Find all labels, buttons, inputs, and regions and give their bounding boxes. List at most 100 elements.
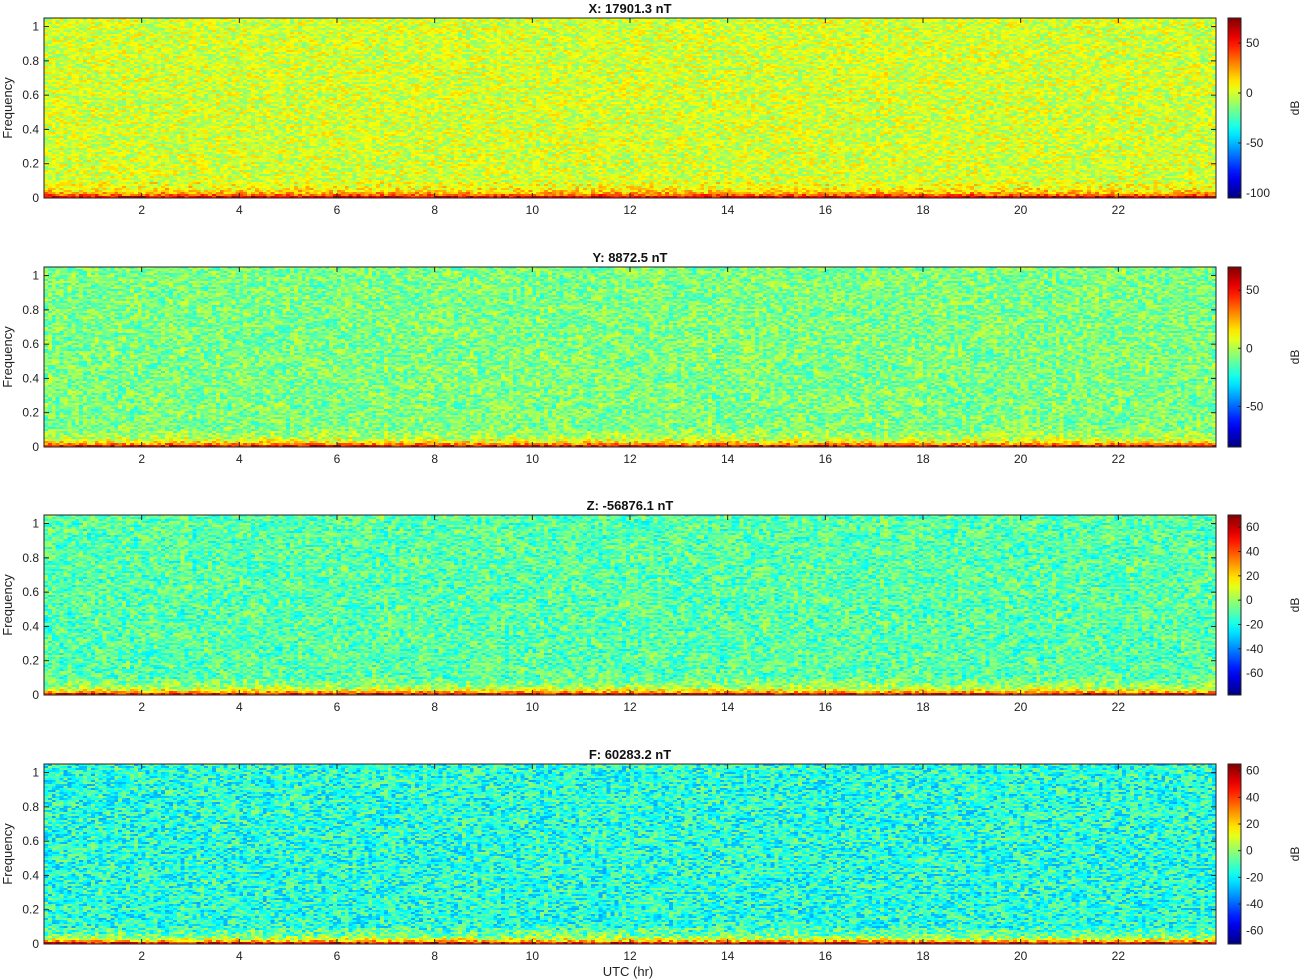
x-tick-label: 18: [916, 949, 930, 963]
panel-3: F: 60283.2 nT 2 4 6 8 10 12 14 16 18 20 22 0 0.2 0.4 0.…: [0, 747, 1302, 963]
colorbar: [1227, 266, 1242, 448]
x-tick-label: 22: [1112, 452, 1126, 466]
x-tick-label: 2: [138, 949, 145, 963]
colorbar-label: dB: [1288, 847, 1302, 862]
x-tick-label: 6: [334, 949, 341, 963]
colorbar-tick-label: -20: [1246, 870, 1264, 884]
x-tick-label: 16: [819, 452, 833, 466]
x-tick-label: 14: [721, 203, 735, 217]
colorbar-tick-label: -40: [1246, 897, 1264, 911]
x-tick-label: 8: [431, 949, 438, 963]
x-tick-label: 4: [236, 452, 243, 466]
x-tick-label: 6: [334, 203, 341, 217]
spectrogram-image: [44, 764, 1216, 944]
y-tick-label: 0.2: [22, 406, 39, 420]
spectrogram-image: [44, 267, 1216, 447]
x-tick-label: 10: [526, 203, 540, 217]
y-tick-label: 0.6: [22, 585, 39, 599]
y-axis-label: Frequency: [0, 326, 15, 388]
x-tick-label: 4: [236, 700, 243, 714]
colorbar-tick-label: 50: [1246, 283, 1260, 297]
x-tick-label: 18: [916, 700, 930, 714]
colorbar-tick-label: -20: [1246, 617, 1264, 631]
y-tick-label: 0.8: [22, 551, 39, 565]
x-tick-label: 16: [819, 700, 833, 714]
x-tick-label: 10: [526, 700, 540, 714]
x-tick-label: 8: [431, 452, 438, 466]
x-tick-label: 14: [721, 452, 735, 466]
spectrogram-image: [44, 515, 1216, 695]
y-tick-label: 0: [32, 191, 39, 205]
x-axis-label: UTC (hr): [603, 964, 654, 979]
x-tick-label: 2: [138, 700, 145, 714]
y-tick-label: 0.8: [22, 54, 39, 68]
y-tick-label: 1: [32, 20, 39, 34]
colorbar-tick-label: 0: [1246, 844, 1253, 858]
x-tick-label: 22: [1112, 949, 1126, 963]
y-tick-label: 0.2: [22, 157, 39, 171]
colorbar-tick-label: -60: [1246, 666, 1264, 680]
y-tick-label: 0.8: [22, 303, 39, 317]
panel-title: Y: 8872.5 nT: [593, 250, 668, 265]
y-tick-label: 0.6: [22, 337, 39, 351]
y-axis-label: Frequency: [0, 823, 15, 885]
x-tick-label: 14: [721, 949, 735, 963]
y-axis-label: Frequency: [0, 574, 15, 636]
colorbar-tick-label: 0: [1246, 341, 1253, 355]
x-tick-label: 22: [1112, 700, 1126, 714]
x-tick-label: 20: [1014, 452, 1028, 466]
colorbar-tick-label: -40: [1246, 642, 1264, 656]
colorbar-tick-label: 40: [1246, 544, 1260, 558]
y-tick-label: 0.2: [22, 654, 39, 668]
colorbar-tick-label: 60: [1246, 764, 1260, 778]
x-tick-label: 22: [1112, 203, 1126, 217]
x-tick-label: 20: [1014, 700, 1028, 714]
colorbar-label: dB: [1288, 598, 1302, 613]
spectrogram-image: [44, 18, 1216, 198]
x-tick-label: 16: [819, 203, 833, 217]
x-tick-label: 12: [623, 949, 637, 963]
x-tick-label: 18: [916, 452, 930, 466]
y-tick-label: 0.6: [22, 834, 39, 848]
colorbar-tick-label: -50: [1246, 399, 1264, 413]
colorbar-tick-label: -100: [1246, 186, 1270, 200]
y-tick-label: 0.4: [22, 868, 39, 882]
colorbar-label: dB: [1288, 350, 1302, 365]
x-tick-label: 6: [334, 700, 341, 714]
colorbar-tick-label: 20: [1246, 817, 1260, 831]
x-tick-label: 16: [819, 949, 833, 963]
y-tick-label: 0.4: [22, 619, 39, 633]
x-tick-label: 2: [138, 203, 145, 217]
colorbar-tick-label: 50: [1246, 36, 1260, 50]
panel-0: X: 17901.3 nT2 4 6 8 10 12 14 16 18 20 2200.20.40.…: [0, 1, 1302, 217]
x-tick-label: 12: [623, 203, 637, 217]
colorbar-tick-label: 60: [1246, 520, 1260, 534]
y-tick-label: 1: [32, 766, 39, 780]
x-tick-label: 20: [1014, 949, 1028, 963]
x-tick-label: 10: [526, 452, 540, 466]
x-tick-label: 4: [236, 203, 243, 217]
y-tick-label: 0.2: [22, 903, 39, 917]
y-tick-label: 0: [32, 688, 39, 702]
y-tick-label: 0.8: [22, 800, 39, 814]
y-tick-label: 1: [32, 517, 39, 531]
x-tick-label: 4: [236, 949, 243, 963]
colorbar-tick-label: 40: [1246, 790, 1260, 804]
colorbar-tick-label: 0: [1246, 593, 1253, 607]
colorbar: [1227, 17, 1242, 199]
y-tick-label: 0.6: [22, 88, 39, 102]
x-tick-label: 2: [138, 452, 145, 466]
x-tick-label: 12: [623, 452, 637, 466]
y-tick-label: 0: [32, 440, 39, 454]
y-axis-label: Frequency: [0, 77, 15, 139]
y-tick-label: 1: [32, 269, 39, 283]
colorbar-tick-label: 20: [1246, 569, 1260, 583]
panel-title: Z: -56876.1 nT: [587, 498, 674, 513]
y-tick-label: 0.4: [22, 122, 39, 136]
y-tick-label: 0.4: [22, 371, 39, 385]
panel-title: F: 60283.2 nT: [589, 747, 671, 762]
x-tick-label: 12: [623, 700, 637, 714]
x-tick-label: 10: [526, 949, 540, 963]
panel-1: Y: 8872.5 nT2 4 6 8 10 12 14 16 18 20 2200.20.40.6…: [0, 250, 1302, 466]
